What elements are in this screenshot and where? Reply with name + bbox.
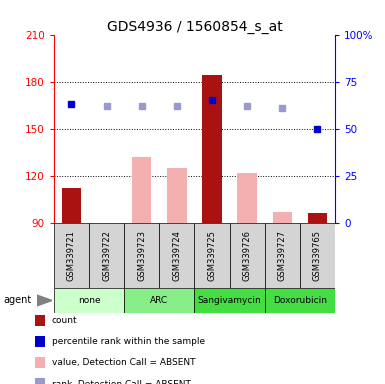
Bar <box>308 214 327 223</box>
Text: none: none <box>78 296 100 305</box>
Bar <box>54 223 89 288</box>
Text: GSM339726: GSM339726 <box>243 230 252 281</box>
Text: GSM339727: GSM339727 <box>278 230 287 281</box>
Bar <box>194 223 229 288</box>
Bar <box>159 223 194 288</box>
Bar <box>273 212 292 223</box>
Text: percentile rank within the sample: percentile rank within the sample <box>52 337 205 346</box>
Text: Doxorubicin: Doxorubicin <box>273 296 327 305</box>
Bar <box>264 223 300 288</box>
Bar <box>264 288 335 313</box>
Text: GSM339765: GSM339765 <box>313 230 322 281</box>
Bar <box>54 288 124 313</box>
Text: Sangivamycin: Sangivamycin <box>198 296 261 305</box>
Bar <box>300 223 335 288</box>
Text: rank, Detection Call = ABSENT: rank, Detection Call = ABSENT <box>52 379 191 384</box>
Bar <box>203 75 222 223</box>
Bar <box>194 288 265 313</box>
Bar <box>62 188 81 223</box>
Bar <box>167 168 186 223</box>
Title: GDS4936 / 1560854_s_at: GDS4936 / 1560854_s_at <box>107 20 282 33</box>
Text: GSM339721: GSM339721 <box>67 230 76 281</box>
Text: GSM339722: GSM339722 <box>102 230 111 281</box>
Bar <box>132 157 151 223</box>
Bar <box>229 223 265 288</box>
Text: GSM339723: GSM339723 <box>137 230 146 281</box>
Bar <box>238 172 257 223</box>
Text: value, Detection Call = ABSENT: value, Detection Call = ABSENT <box>52 358 196 367</box>
Polygon shape <box>37 295 52 306</box>
Text: count: count <box>52 316 78 325</box>
Bar <box>124 288 194 313</box>
Text: agent: agent <box>4 295 32 306</box>
Text: GSM339725: GSM339725 <box>208 230 216 281</box>
Text: GSM339724: GSM339724 <box>172 230 181 281</box>
Bar <box>124 223 159 288</box>
Bar <box>89 223 124 288</box>
Text: ARC: ARC <box>150 296 168 305</box>
